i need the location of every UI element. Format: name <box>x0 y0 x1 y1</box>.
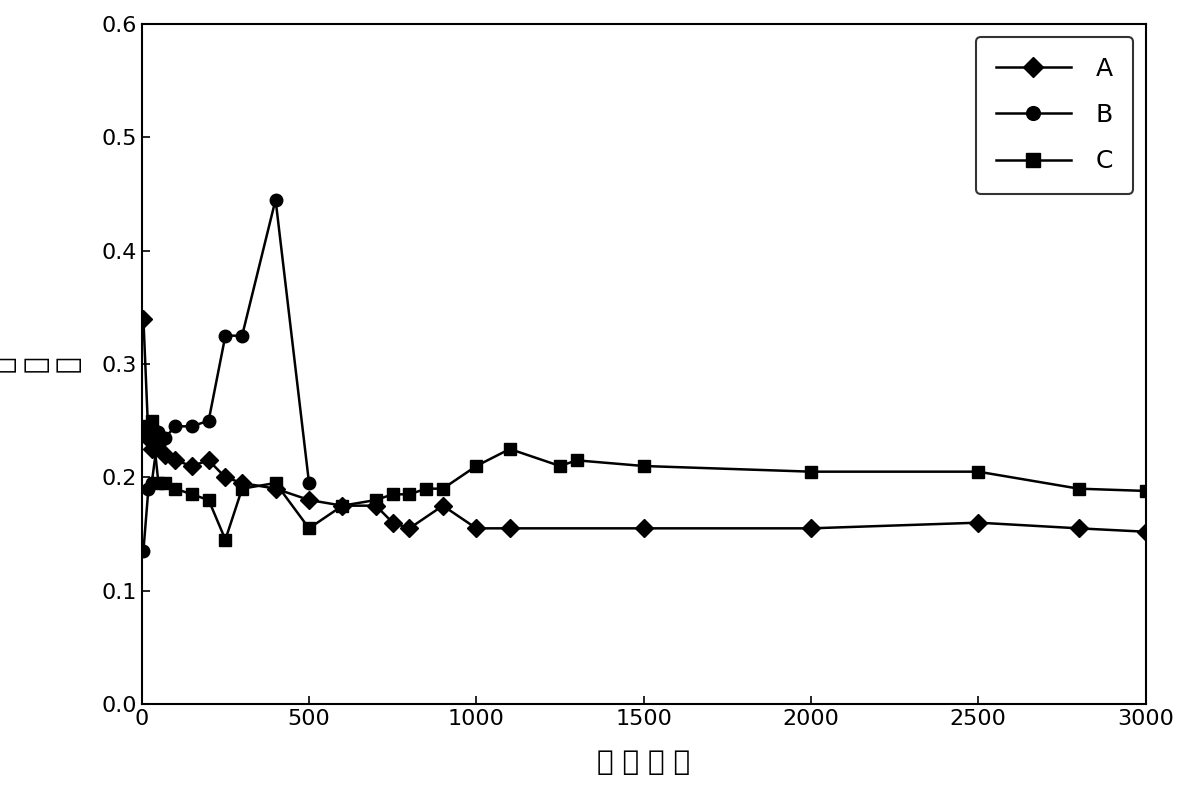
Legend: A, B, C: A, B, C <box>976 37 1133 194</box>
Line: B: B <box>137 194 315 558</box>
C <box>971 467 985 477</box>
B <box>302 478 317 488</box>
B <box>184 422 198 431</box>
Y-axis label: 摩
擦
系
数: 摩 擦 系 数 <box>0 356 81 372</box>
A <box>151 438 165 448</box>
C <box>151 478 165 488</box>
C <box>368 495 383 505</box>
A <box>158 450 172 459</box>
C <box>335 501 350 510</box>
A <box>469 523 483 533</box>
B <box>268 195 282 205</box>
C <box>385 490 399 499</box>
C <box>1071 484 1085 494</box>
A <box>168 455 182 465</box>
A <box>136 314 150 323</box>
C <box>268 478 282 488</box>
A <box>637 523 651 533</box>
B <box>136 546 150 556</box>
B <box>218 331 233 341</box>
X-axis label: 滑 动 次 数: 滑 动 次 数 <box>598 748 690 776</box>
C <box>235 484 249 494</box>
C <box>436 484 450 494</box>
A <box>302 495 317 505</box>
A <box>403 523 417 533</box>
A <box>144 444 158 454</box>
B <box>235 331 249 341</box>
C <box>302 523 317 533</box>
C <box>637 461 651 470</box>
C <box>218 535 233 545</box>
A <box>268 484 282 494</box>
Line: A: A <box>137 313 1151 538</box>
A <box>142 433 156 442</box>
C <box>168 484 182 494</box>
A <box>503 523 517 533</box>
B <box>202 416 216 426</box>
C <box>1138 486 1153 496</box>
C <box>503 444 517 454</box>
A <box>971 518 985 527</box>
B <box>144 478 158 488</box>
C <box>158 478 172 488</box>
B <box>151 427 165 437</box>
Line: C: C <box>137 414 1151 546</box>
C <box>403 490 417 499</box>
C <box>553 461 567 470</box>
C <box>419 484 433 494</box>
B <box>158 433 172 442</box>
A <box>218 473 233 482</box>
A <box>184 461 198 470</box>
C <box>804 467 818 477</box>
C <box>569 455 583 465</box>
C <box>142 427 156 437</box>
C <box>136 422 150 431</box>
C <box>184 490 198 499</box>
C <box>202 495 216 505</box>
C <box>144 416 158 426</box>
A <box>436 501 450 510</box>
A <box>1071 523 1085 533</box>
A <box>202 455 216 465</box>
A <box>385 518 399 527</box>
A <box>1138 527 1153 537</box>
A <box>368 501 383 510</box>
A <box>235 478 249 488</box>
B <box>168 422 182 431</box>
A <box>335 501 350 510</box>
A <box>804 523 818 533</box>
C <box>469 461 483 470</box>
B <box>142 484 156 494</box>
